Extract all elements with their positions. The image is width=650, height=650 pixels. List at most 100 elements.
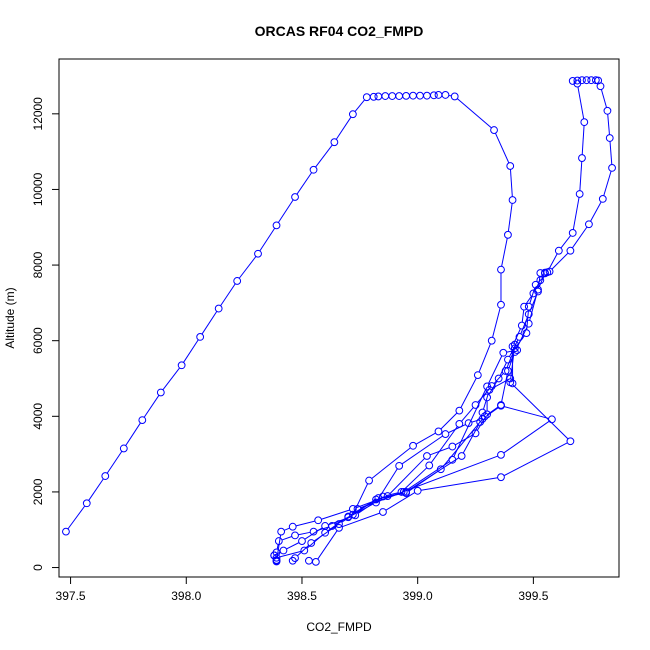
chart-title: ORCAS RF04 CO2_FMPD [255,23,424,39]
series-1-point [473,371,482,379]
series-3-point [321,528,330,537]
series-4-point [478,415,487,423]
series-4-segment [506,350,514,353]
series-1-point [233,277,242,285]
series-1-point [254,249,262,258]
series-1-point [291,531,299,540]
series-2-point [575,190,584,198]
series-2-point [397,488,406,496]
series-1-point [487,336,496,345]
series-2-point [580,118,589,127]
series-1-point [450,92,459,101]
series-4-point [372,498,380,507]
series-4-point [399,488,408,496]
series-4-segment [420,477,498,491]
series-4-point [497,401,505,410]
series-2-point [603,106,612,115]
series-1-segment [88,478,104,501]
series-2-point [483,393,491,402]
y-tick-label: 2000 [31,478,45,505]
series-2-segment [276,551,281,555]
series-2-segment [551,252,569,270]
series-3-point [529,289,538,298]
series-2-segment [403,467,428,490]
series-2-segment [284,527,290,531]
series-2-point [494,374,503,383]
series-4-point [499,348,508,357]
series-2-point [522,329,531,338]
series-3-point [307,539,316,547]
series-1-point [441,91,450,99]
series-2-segment [455,434,473,446]
series-2-segment [560,235,572,249]
series-1-point [177,361,186,370]
series-2-segment [295,520,315,527]
series-2-point [487,382,496,390]
series-2-point [578,154,586,162]
series-4-point [441,430,450,438]
series-1-segment [335,116,352,140]
series-3-point [506,374,515,383]
series-3-segment [501,374,508,402]
series-2-segment [304,527,323,540]
series-1-point [369,92,378,101]
series-3-segment [529,292,538,321]
series-4-point [506,378,515,387]
series-2-segment [607,114,610,135]
series-2-point [524,310,533,319]
x-tick-label: 398.5 [287,589,317,603]
series-1-segment [162,367,180,391]
series-2-segment [386,492,399,497]
series-4-point [353,505,362,513]
series-3-point [457,452,466,460]
series-2-segment [461,407,474,422]
series-4-point [513,346,522,355]
series-2-point [545,267,554,276]
series-4-point [497,450,505,459]
series-4-segment [484,407,499,418]
y-tick-label: 0 [31,564,45,571]
series-3-point [520,302,529,311]
series-3-segment [341,499,376,523]
series-3-segment [487,406,499,415]
series-2-segment [499,362,507,376]
series-2-segment [603,171,612,196]
series-2-point [554,246,563,255]
series-1-point [138,416,147,424]
series-3-point [372,495,380,504]
series-1-point [101,472,110,480]
y-tick-label: 6000 [31,327,45,354]
series-1-segment [353,483,369,512]
series-2-point [573,76,582,85]
series-4-segment [401,435,443,465]
series-1-segment [354,99,366,112]
series-2-point [314,516,323,525]
series-1-point [119,444,128,453]
series-3-point [524,319,533,328]
series-1-segment [460,377,477,408]
series-1-segment [456,98,492,129]
series-2-point [504,355,512,364]
series-2-point [568,229,577,237]
series-4-segment [510,347,515,379]
series-3-segment [279,550,302,558]
series-4-segment [448,424,466,434]
series-1-point [196,333,205,341]
series-2-segment [389,458,425,495]
series-1-point [272,221,281,230]
series-1-segment [277,199,294,223]
series-2-segment [609,141,613,165]
series-4-point [566,437,575,446]
series-2-segment [581,125,585,155]
series-2-point [596,82,605,91]
series-1-point [291,193,299,201]
series-3-point [272,553,281,562]
series-4-point [344,513,353,522]
series-2-point [423,452,431,460]
series-1-segment [415,432,436,445]
series-2-segment [430,426,458,463]
series-1-segment [259,227,276,252]
series-1-point [330,138,339,147]
series-1-point [497,265,505,274]
